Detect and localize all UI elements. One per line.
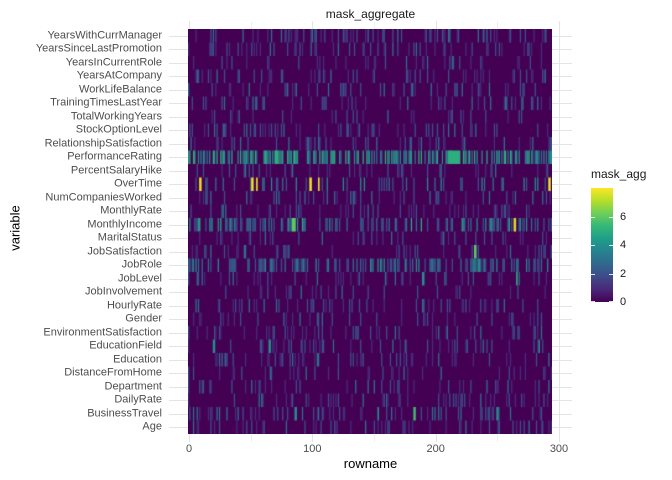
- legend-colorbar-tick: [591, 273, 595, 275]
- y-tick-label: BusinessTravel: [87, 407, 162, 420]
- y-tick-label: EnvironmentSatisfaction: [43, 326, 162, 339]
- plot-panel: [169, 21, 572, 442]
- y-tick-label: YearsInCurrentRole: [65, 56, 162, 69]
- y-tick-label: Age: [142, 420, 162, 433]
- y-tick-label: TotalWorkingYears: [70, 110, 162, 123]
- legend-tick-label: 2: [620, 267, 627, 280]
- y-tick-label: RelationshipSatisfaction: [44, 137, 162, 150]
- y-tick-label: JobLevel: [117, 272, 162, 285]
- x-axis-title: rowname: [343, 456, 398, 471]
- legend-tick-label: 6: [620, 210, 627, 223]
- y-tick-label: PercentSalaryHike: [70, 164, 162, 177]
- y-tick-label: YearsAtCompany: [76, 69, 162, 82]
- y-tick-label: DistanceFromHome: [64, 366, 162, 379]
- y-tick-label: StockOptionLevel: [75, 123, 162, 136]
- y-tick-label: DailyRate: [114, 393, 162, 406]
- legend-colorbar-tick: [609, 216, 613, 218]
- x-tick-label: 0: [185, 443, 193, 455]
- legend-tick-label: 4: [620, 239, 627, 251]
- y-tick-label: JobRole: [121, 258, 162, 271]
- legend-colorbar-tick: [609, 273, 613, 275]
- y-tick-label: MaritalStatus: [97, 231, 162, 244]
- y-tick-label: MonthlyRate: [100, 204, 162, 217]
- y-tick-label: Gender: [125, 312, 162, 325]
- y-tick-label: YearsSinceLastPromotion: [35, 42, 162, 55]
- y-tick-label: HourlyRate: [106, 299, 162, 312]
- y-tick-label: WorkLifeBalance: [79, 83, 162, 96]
- plot-title: mask_aggregate: [325, 7, 416, 21]
- legend-colorbar-tick: [609, 245, 613, 246]
- y-tick-label: Department: [104, 380, 162, 393]
- x-tick-label: 100: [303, 443, 322, 455]
- legend-colorbar-tick: [591, 301, 595, 302]
- legend-colorbar-tick: [591, 245, 595, 246]
- y-tick-label: PerformanceRating: [67, 150, 162, 163]
- x-tick-label: 300: [549, 443, 569, 455]
- y-tick-label: YearsWithCurrManager: [47, 29, 162, 42]
- y-tick-label: TrainingTimesLastYear: [50, 96, 162, 109]
- y-tick-label: NumCompaniesWorked: [45, 191, 162, 204]
- y-tick-label: JobInvolvement: [84, 285, 162, 298]
- legend-colorbar: [591, 188, 613, 302]
- y-tick-label: EducationField: [89, 339, 162, 352]
- y-tick-label: JobSatisfaction: [87, 245, 162, 258]
- y-tick-label: Education: [113, 353, 162, 366]
- legend-tick-label: 0: [620, 296, 627, 308]
- gridline-vertical-major: [559, 21, 560, 442]
- legend-title: mask_agg: [591, 167, 647, 181]
- x-tick-label: 200: [426, 443, 445, 455]
- legend-colorbar-tick: [591, 216, 595, 218]
- y-tick-label: MonthlyIncome: [87, 218, 162, 231]
- heatmap-tiles: [188, 29, 552, 434]
- legend-colorbar-tick: [609, 301, 613, 302]
- y-tick-label: OverTime: [114, 177, 162, 190]
